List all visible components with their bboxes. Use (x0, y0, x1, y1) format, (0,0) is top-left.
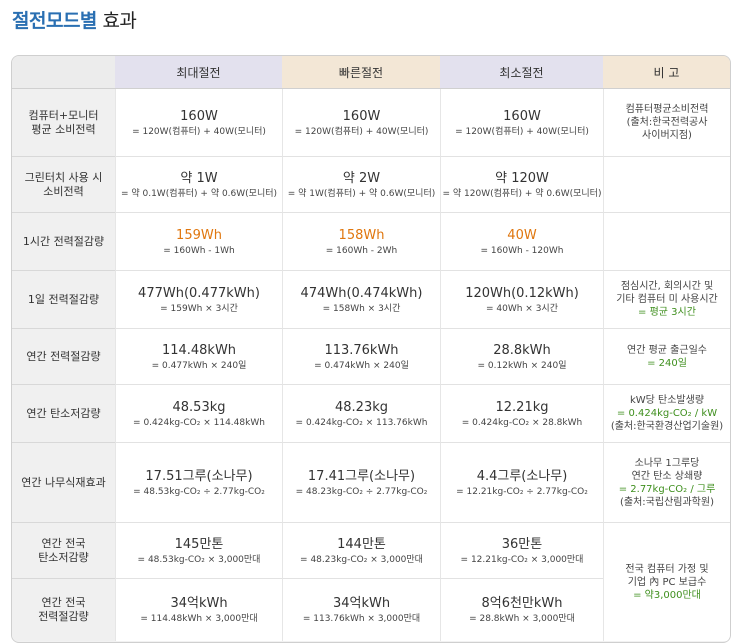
value-cell: 40W = 160Wh - 120Wh (440, 213, 603, 271)
value-cell: 113.76kWh = 0.474kWh × 240일 (282, 329, 440, 385)
remark-cell: 소나무 1그루당 연간 탄소 상쇄량 = 2.77kg-CO₂ / 그루 (출처… (603, 443, 730, 523)
value-cell: 4.4그루(소나무) = 12.21kg-CO₂ ÷ 2.77kg-CO₂ (440, 443, 603, 523)
power-saving-table: 최대절전 빠른절전 최소절전 비 고 컴퓨터+모니터 평균 소비전력 160W … (12, 56, 730, 641)
row-label: 1일 전력절감량 (12, 271, 115, 329)
remark-cell: 점심시간, 회의시간 및 기타 컴퓨터 미 사용시간 = 평균 3시간 (603, 271, 730, 329)
value-cell: 48.23kg = 0.424kg-CO₂ × 113.76kWh (282, 385, 440, 443)
value-cell: 17.51그루(소나무) = 48.53kg-CO₂ ÷ 2.77kg-CO₂ (115, 443, 282, 523)
table-row: 그린터치 사용 시 소비전력 약 1W = 약 0.1W(컴퓨터) + 약 0.… (12, 157, 730, 213)
value-cell: 8억6천만kWh = 28.8kWh × 3,000만대 (440, 579, 603, 641)
value-cell: 48.53kg = 0.424kg-CO₂ × 114.48kWh (115, 385, 282, 443)
remark-cell: kW당 탄소발생량 = 0.424kg-CO₂ / kW (출처:한국환경산업기… (603, 385, 730, 443)
comparison-table-frame: 최대절전 빠른절전 최소절전 비 고 컴퓨터+모니터 평균 소비전력 160W … (11, 55, 731, 643)
value-cell: 145만톤 = 48.53kg-CO₂ × 3,000만대 (115, 523, 282, 579)
value-cell: 34억kWh = 113.76kWh × 3,000만대 (282, 579, 440, 641)
remark-cell (603, 213, 730, 271)
value-cell: 약 120W = 약 120W(컴퓨터) + 약 0.6W(모니터) (440, 157, 603, 213)
table-row: 연간 나무식재효과 17.51그루(소나무) = 48.53kg-CO₂ ÷ 2… (12, 443, 730, 523)
value-cell: 12.21kg = 0.424kg-CO₂ × 28.8kWh (440, 385, 603, 443)
table-row: 연간 전국 전력절감량 34억kWh = 114.48kWh × 3,000만대… (12, 579, 730, 641)
header-remarks: 비 고 (603, 56, 730, 89)
row-label: 연간 탄소저감량 (12, 385, 115, 443)
value-cell: 159Wh = 160Wh - 1Wh (115, 213, 282, 271)
page-title: 절전모드별 효과 (12, 6, 137, 36)
value-cell: 144만톤 = 48.23kg-CO₂ × 3,000만대 (282, 523, 440, 579)
row-label: 컴퓨터+모니터 평균 소비전력 (12, 89, 115, 157)
header-fast-saving: 빠른절전 (282, 56, 440, 89)
table-row: 1일 전력절감량 477Wh(0.477kWh) = 159Wh × 3시간 4… (12, 271, 730, 329)
value-cell: 약 1W = 약 0.1W(컴퓨터) + 약 0.6W(모니터) (115, 157, 282, 213)
value-cell: 160W = 120W(컴퓨터) + 40W(모니터) (115, 89, 282, 157)
row-label: 연간 전국 탄소저감량 (12, 523, 115, 579)
table-row: 연간 전국 탄소저감량 145만톤 = 48.53kg-CO₂ × 3,000만… (12, 523, 730, 641)
row-label: 연간 전력절감량 (12, 329, 115, 385)
remark-cell: 연간 평균 출근일수 = 240일 (603, 329, 730, 385)
table-header-row: 최대절전 빠른절전 최소절전 비 고 (12, 56, 730, 89)
value-cell: 약 2W = 약 1W(컴퓨터) + 약 0.6W(모니터) (282, 157, 440, 213)
row-label: 연간 전국 전력절감량 (12, 579, 115, 641)
remark-cell-merged: 전국 컴퓨터 가정 및 기업 內 PC 보급수 = 약3,000만대 (603, 523, 730, 641)
value-cell: 34억kWh = 114.48kWh × 3,000만대 (115, 579, 282, 641)
remark-cell: 컴퓨터평균소비전력 (출처:한국전력공사 사이버지점) (603, 89, 730, 157)
table-row: 1시간 전력절감량 159Wh = 160Wh - 1Wh 158Wh = 16… (12, 213, 730, 271)
table-row: 컴퓨터+모니터 평균 소비전력 160W = 120W(컴퓨터) + 40W(모… (12, 89, 730, 157)
value-cell: 17.41그루(소나무) = 48.23kg-CO₂ ÷ 2.77kg-CO₂ (282, 443, 440, 523)
value-cell: 158Wh = 160Wh - 2Wh (282, 213, 440, 271)
value-cell: 114.48kWh = 0.477kWh × 240일 (115, 329, 282, 385)
row-label: 그린터치 사용 시 소비전력 (12, 157, 115, 213)
value-cell: 120Wh(0.12kWh) = 40Wh × 3시간 (440, 271, 603, 329)
value-cell: 160W = 120W(컴퓨터) + 40W(모니터) (282, 89, 440, 157)
row-label: 연간 나무식재효과 (12, 443, 115, 523)
value-cell: 36만톤 = 12.21kg-CO₂ × 3,000만대 (440, 523, 603, 579)
value-cell: 474Wh(0.474kWh) = 158Wh × 3시간 (282, 271, 440, 329)
remark-cell (603, 157, 730, 213)
table-row: 연간 전력절감량 114.48kWh = 0.477kWh × 240일 113… (12, 329, 730, 385)
table-row: 연간 탄소저감량 48.53kg = 0.424kg-CO₂ × 114.48k… (12, 385, 730, 443)
title-rest: 효과 (102, 10, 137, 32)
value-cell: 28.8kWh = 0.12kWh × 240일 (440, 329, 603, 385)
header-corner (12, 56, 115, 89)
value-cell: 160W = 120W(컴퓨터) + 40W(모니터) (440, 89, 603, 157)
header-min-saving: 최소절전 (440, 56, 603, 89)
row-label: 1시간 전력절감량 (12, 213, 115, 271)
title-highlight: 절전모드별 (12, 10, 97, 32)
header-max-saving: 최대절전 (115, 56, 282, 89)
value-cell: 477Wh(0.477kWh) = 159Wh × 3시간 (115, 271, 282, 329)
